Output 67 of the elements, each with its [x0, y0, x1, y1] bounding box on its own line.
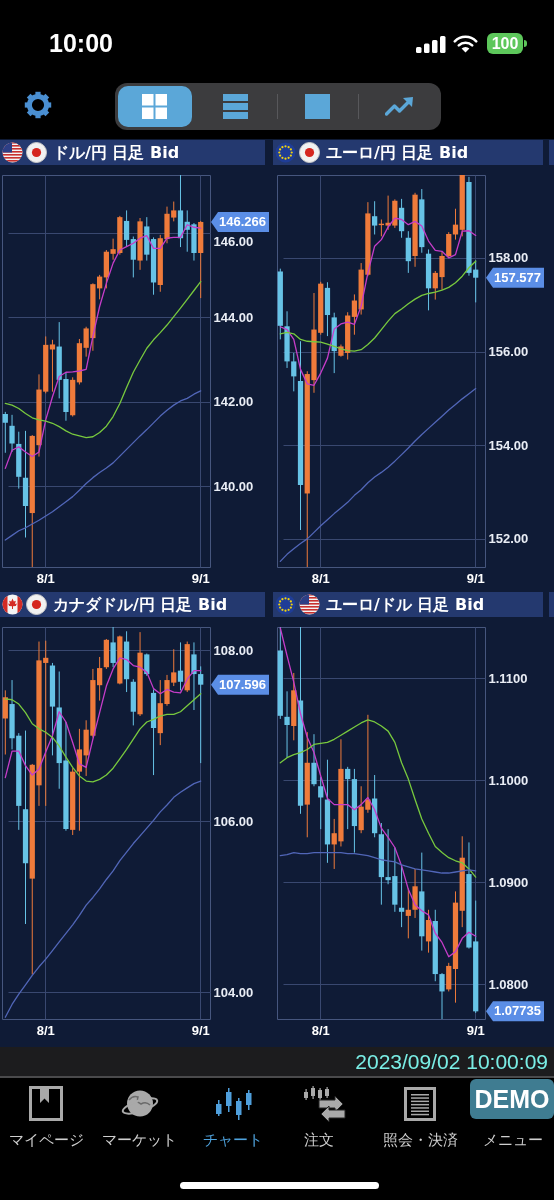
text: メニュー	[482, 1130, 544, 1150]
x-tick-label: 8/1	[36, 1022, 55, 1038]
text: 146.266	[219, 213, 266, 229]
chart-title: カナダドル/円 日足 Bid	[53, 594, 228, 616]
text: 107.596	[219, 676, 266, 692]
candlestick	[177, 641, 184, 691]
text: マイページ	[7, 1130, 85, 1150]
chart-title: ユーロ/ドル 日足 Bid	[326, 594, 485, 616]
candlestick	[284, 690, 290, 759]
candlestick	[446, 962, 452, 992]
chart-title: ユーロ/円 日足 Bid	[326, 142, 469, 164]
candlestick	[110, 626, 116, 668]
y-tick-label: 154.00	[488, 437, 529, 453]
candlestick	[311, 733, 317, 787]
line-series	[279, 217, 477, 386]
line-series	[279, 627, 477, 958]
candlestick	[425, 909, 432, 954]
candlestick	[318, 776, 324, 830]
candlestick	[191, 641, 197, 711]
text: 157.577	[494, 269, 541, 285]
y-tick-label: 152.00	[488, 531, 529, 547]
candlestick	[439, 972, 445, 1020]
y-tick-label: 144.00	[213, 309, 254, 325]
candlestick	[198, 665, 204, 764]
candlestick	[351, 293, 358, 336]
candlestick	[405, 230, 411, 274]
y-tick-label: 104.00	[213, 984, 254, 1000]
x-tick-label: 8/1	[36, 570, 55, 586]
candlestick	[398, 865, 405, 928]
text: 2023/09/02 10:00:09	[355, 1049, 548, 1075]
text: 1.07735	[494, 1003, 541, 1019]
y-tick-label: 1.1100	[488, 670, 528, 686]
text: 注文	[303, 1130, 335, 1150]
candlestick	[412, 868, 418, 919]
chart-title: ドル/円 日足 Bid	[53, 142, 180, 164]
x-tick-label: 9/1	[191, 1022, 210, 1038]
x-tick-label: 9/1	[466, 570, 485, 586]
candlestick	[291, 352, 297, 392]
candlestick	[2, 689, 8, 756]
y-tick-label: 1.1000	[488, 772, 529, 788]
y-tick-label: 106.00	[213, 813, 254, 829]
y-tick-label: 1.0900	[488, 874, 529, 890]
text: 照会・決済	[381, 1130, 459, 1150]
text: マーケット	[100, 1130, 178, 1150]
y-tick-label: 1.0800	[488, 976, 529, 992]
y-tick-label: 140.00	[213, 478, 254, 494]
line-series	[279, 851, 477, 874]
badge: DEMO	[470, 1079, 554, 1119]
y-tick-label: 108.00	[213, 642, 254, 658]
candlestick	[446, 231, 452, 258]
line-series	[4, 693, 202, 783]
y-tick-label: 142.00	[213, 394, 254, 410]
line-series	[279, 260, 477, 352]
line-series	[4, 780, 202, 1018]
x-tick-label: 8/1	[311, 570, 330, 586]
y-tick-label: 158.00	[488, 250, 529, 266]
x-tick-label: 9/1	[466, 1022, 485, 1038]
x-tick-label: 9/1	[191, 570, 210, 586]
candlestick	[372, 200, 378, 235]
y-tick-label: 156.00	[488, 344, 529, 360]
text: チャート	[202, 1130, 264, 1150]
candlestick	[345, 766, 351, 830]
y-tick-label: 146.00	[213, 233, 254, 249]
text: 10:00	[49, 29, 113, 57]
line-series	[279, 719, 477, 878]
x-tick-label: 8/1	[311, 1022, 330, 1038]
line-series	[279, 387, 477, 563]
